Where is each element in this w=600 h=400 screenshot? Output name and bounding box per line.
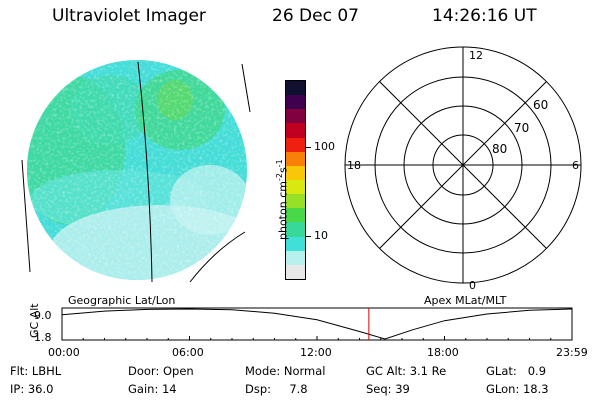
info-ip: IP: 36.0 [10, 382, 54, 396]
mlt-label-0: 0 [469, 279, 476, 290]
mlt-label-12: 12 [469, 49, 483, 62]
info-gain: Gain: 14 [128, 382, 177, 396]
colorbar-label-10: 10 [314, 229, 328, 242]
colorbar-tick-10 [306, 236, 311, 237]
info-glat: GLat: 0.9 [486, 364, 547, 378]
xtick-label-1800: 18:00 [427, 346, 459, 359]
limb-marker [241, 63, 251, 113]
ytick-label-high: 9.0 [34, 309, 52, 322]
altitude-curve [61, 308, 573, 340]
info-dsp: Dsp: 7.8 [245, 382, 308, 396]
info-mode: Mode: Normal [245, 364, 326, 378]
colorbar-segment [286, 208, 305, 223]
colorbar-segment [286, 264, 305, 279]
colorbar-segment [286, 137, 305, 152]
colorbar-label-100: 100 [314, 140, 335, 153]
colorbar [285, 80, 306, 280]
meridian-line [137, 61, 153, 283]
limb-marker-left [21, 159, 31, 273]
apex-caption: Apex MLat/MLT [424, 294, 507, 307]
instrument-title: Ultraviolet Imager [52, 6, 206, 26]
colorbar-segment [286, 236, 305, 251]
xtick-label-0000: 00:00 [48, 346, 80, 359]
aurora-image [21, 60, 251, 283]
altitude-ylabel: GC Alt [28, 303, 41, 338]
ytick-label-low: 1.8 [34, 331, 52, 344]
aurora-disc [27, 60, 247, 280]
mlt-label-6: 6 [572, 159, 579, 172]
colorbar-segment [286, 165, 305, 181]
colorbar-segment [286, 250, 305, 265]
mlat-label-60: 60 [533, 98, 548, 112]
colorbar-tick-100 [306, 147, 311, 148]
info-flt: Flt: LBHL [10, 364, 62, 378]
polar-grid: 12 18 6 0 60 70 80 [344, 46, 582, 290]
colorbar-segment [286, 81, 305, 96]
info-gc-alt: GC Alt: 3.1 Re [366, 364, 447, 378]
date-label: 26 Dec 07 [272, 6, 359, 26]
mlt-label-18: 18 [347, 159, 361, 172]
colorbar-segment [286, 151, 305, 166]
xtick-label-1200: 12:00 [300, 346, 332, 359]
xtick-label-0600: 06:00 [172, 346, 204, 359]
colorbar-segment [286, 123, 305, 138]
time-label: 14:26:16 UT [432, 6, 537, 26]
mlat-label-80: 80 [492, 142, 507, 156]
xtick-label-2359: 23:59 [556, 346, 588, 359]
info-door: Door: Open [128, 364, 194, 378]
altitude-plot: GC Alt 9.0 1.8 [28, 303, 573, 344]
info-glon: GLon: 18.3 [486, 382, 549, 396]
info-seq: Seq: 39 [366, 382, 410, 396]
colorbar-unit-label: photon cm-2s-1 [275, 159, 290, 240]
terminator-line [189, 231, 246, 283]
mlat-label-70: 70 [514, 121, 529, 135]
colorbar-segment [286, 95, 305, 110]
meridian-diagonal-b [379, 81, 547, 249]
colorbar-segment [286, 222, 305, 237]
colorbar-segment [286, 109, 305, 124]
geographic-caption: Geographic Lat/Lon [68, 294, 176, 307]
colorbar-segment [286, 180, 305, 195]
colorbar-segment [286, 194, 305, 209]
